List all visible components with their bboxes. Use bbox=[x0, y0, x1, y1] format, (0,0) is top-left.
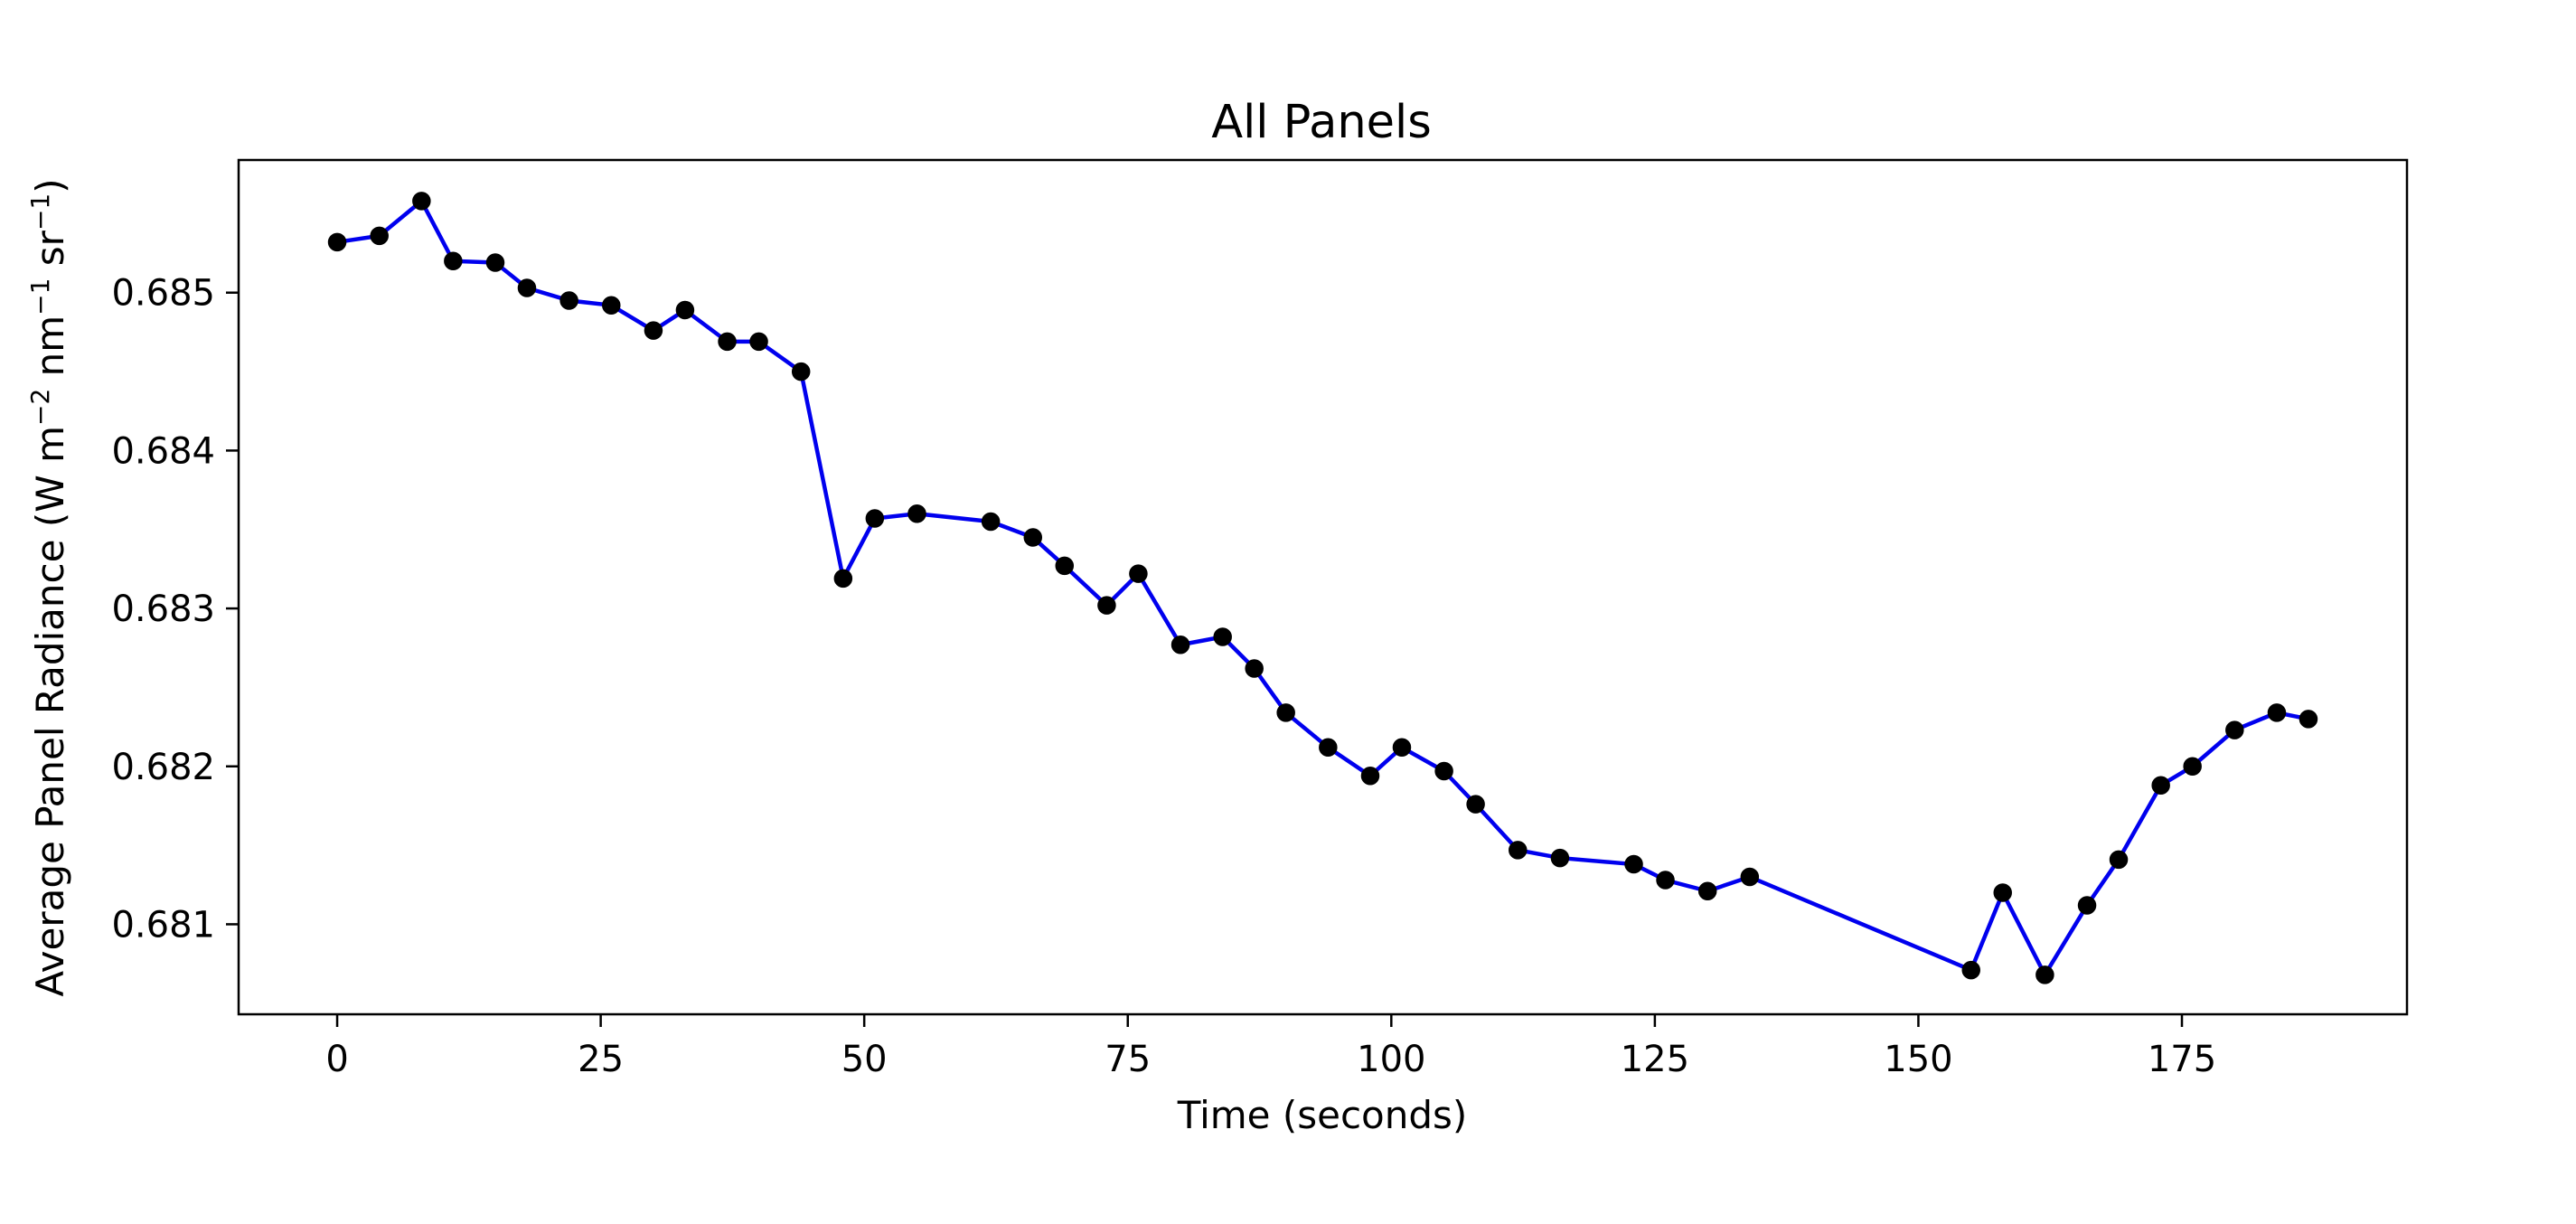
data-point bbox=[1656, 871, 1675, 890]
data-point bbox=[981, 512, 1001, 532]
data-point bbox=[517, 278, 537, 297]
data-point bbox=[444, 251, 463, 271]
data-point bbox=[1097, 596, 1116, 615]
y-axis-label-part: ) bbox=[28, 178, 72, 193]
data-point bbox=[1129, 564, 1148, 583]
y-axis-label-exponent: −2 bbox=[25, 389, 55, 426]
y-tick-label: 0.681 bbox=[111, 904, 215, 946]
data-point bbox=[1740, 867, 1760, 887]
x-tick-label: 150 bbox=[1884, 1039, 1952, 1080]
data-point bbox=[907, 504, 926, 523]
data-point bbox=[749, 332, 768, 352]
data-point bbox=[2225, 720, 2244, 739]
series-line bbox=[334, 199, 2311, 977]
data-point bbox=[2267, 703, 2287, 722]
data-point bbox=[2035, 965, 2054, 984]
data-point bbox=[602, 296, 621, 315]
data-point bbox=[2183, 757, 2202, 777]
plot-layer bbox=[327, 192, 2318, 984]
y-axis-label-part: Average Panel Radiance (W m bbox=[28, 426, 72, 997]
data-point bbox=[1466, 795, 1485, 814]
y-tick-label: 0.683 bbox=[111, 588, 215, 630]
x-tick-label: 0 bbox=[325, 1039, 348, 1080]
data-point bbox=[1276, 703, 1295, 722]
data-point bbox=[327, 232, 347, 252]
y-tick-label: 0.685 bbox=[111, 273, 215, 315]
data-point bbox=[1319, 738, 1338, 758]
y-axis-ticks: 0.681 0.682 0.683 0.684 0.685 bbox=[111, 273, 239, 946]
y-axis-label-exponent: −1 bbox=[25, 193, 55, 231]
data-point bbox=[1624, 854, 1643, 874]
x-tick-label: 75 bbox=[1105, 1039, 1151, 1080]
data-point bbox=[412, 192, 431, 211]
y-axis-label-part: sr bbox=[28, 230, 72, 278]
data-point bbox=[370, 226, 389, 246]
y-axis-label-part: nm bbox=[28, 315, 72, 389]
data-point bbox=[1213, 627, 1232, 646]
data-point bbox=[1360, 766, 1380, 786]
x-tick-label: 50 bbox=[841, 1039, 888, 1080]
data-point bbox=[1509, 841, 1528, 860]
data-point bbox=[791, 362, 811, 381]
data-point bbox=[2077, 896, 2097, 915]
data-point bbox=[559, 291, 578, 310]
data-point bbox=[1550, 848, 1570, 868]
plot-area-frame bbox=[237, 158, 2409, 1016]
data-point bbox=[718, 332, 737, 352]
data-point bbox=[1392, 738, 1412, 758]
data-point bbox=[1055, 556, 1075, 576]
data-point bbox=[485, 253, 505, 272]
x-tick-label: 25 bbox=[578, 1039, 624, 1080]
data-point bbox=[644, 321, 663, 340]
data-point bbox=[1434, 761, 1453, 781]
data-point bbox=[833, 569, 853, 588]
y-tick-label: 0.682 bbox=[111, 747, 215, 788]
x-axis-ticks: 0 25 50 75 100 125 150 175 bbox=[325, 1014, 2216, 1080]
data-point bbox=[2109, 850, 2129, 870]
data-point bbox=[1170, 636, 1190, 654]
data-point bbox=[865, 509, 885, 528]
data-point bbox=[1961, 960, 1981, 980]
chart-title: All Panels bbox=[1211, 96, 1432, 149]
data-point bbox=[675, 300, 695, 320]
y-axis-label: Average Panel Radiance (W m−2 nm−1 sr−1) bbox=[25, 178, 72, 996]
data-point bbox=[1023, 528, 1043, 547]
data-point bbox=[1245, 659, 1264, 678]
x-tick-label: 125 bbox=[1621, 1039, 1689, 1080]
data-point bbox=[1697, 881, 1717, 901]
x-axis-label: Time (seconds) bbox=[1177, 1093, 1468, 1137]
y-tick-label: 0.684 bbox=[111, 430, 215, 472]
data-point bbox=[2299, 710, 2318, 729]
x-tick-label: 175 bbox=[2148, 1039, 2216, 1080]
y-axis-label-exponent: −1 bbox=[25, 278, 55, 315]
data-point bbox=[2151, 776, 2170, 795]
data-point bbox=[1993, 883, 2012, 902]
x-tick-label: 100 bbox=[1357, 1039, 1425, 1080]
